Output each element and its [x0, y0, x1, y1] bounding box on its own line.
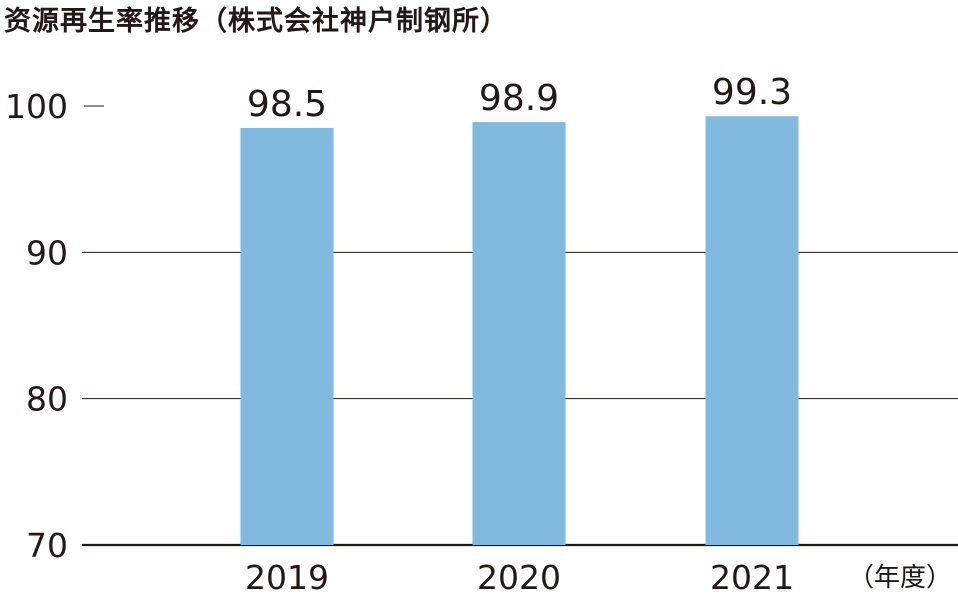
- bars: [240, 116, 799, 545]
- x-axis-unit-label: （年度）: [848, 563, 952, 593]
- x-tick-label-2019: 2019: [245, 558, 329, 597]
- bar-2021: [705, 116, 799, 545]
- y-axis-ticks: 70 80 90 100: [5, 87, 68, 565]
- data-label-2019: 98.5: [247, 84, 327, 125]
- x-tick-label-2020: 2020: [477, 558, 561, 597]
- data-labels: 98.5 98.9 99.3: [247, 72, 792, 125]
- bar-2020: [472, 122, 566, 545]
- x-axis-ticks: 2019 2020 2021: [245, 558, 794, 597]
- x-tick-label-2021: 2021: [710, 558, 794, 597]
- data-label-2021: 99.3: [712, 72, 792, 113]
- data-label-2020: 98.9: [479, 78, 559, 119]
- y-tick-label-70: 70: [26, 526, 68, 565]
- y-tick-label-80: 80: [26, 380, 68, 419]
- y-tick-label-100: 100: [5, 87, 68, 126]
- chart-title: 资源再生率推移（株式会社神户制钢所）: [4, 6, 508, 37]
- y-tick-label-90: 90: [26, 233, 68, 272]
- bar-2019: [240, 127, 334, 545]
